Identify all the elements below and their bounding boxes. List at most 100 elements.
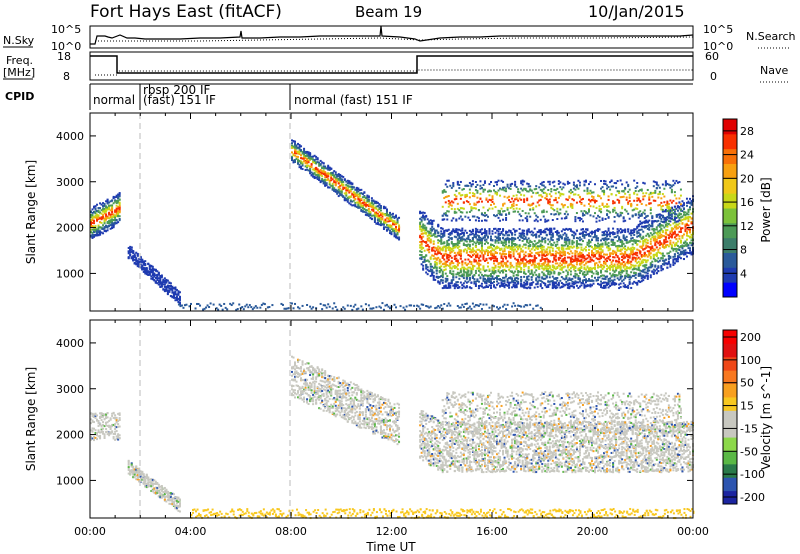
radar-cell: [489, 252, 492, 255]
radar-cell: [301, 157, 304, 160]
radar-cell: [625, 253, 628, 256]
radar-cell: [553, 265, 556, 268]
radar-cell: [435, 257, 438, 260]
radar-cell: [532, 243, 535, 246]
radar-cell: [684, 230, 687, 233]
radar-cell: [631, 274, 634, 277]
radar-cell: [449, 237, 452, 240]
freq-panel: [89, 51, 694, 81]
radar-cell: [657, 257, 660, 260]
radar-cell: [563, 250, 566, 253]
radar-cell: [476, 254, 479, 257]
radar-cell: [521, 257, 524, 260]
radar-cell: [441, 273, 444, 276]
radar-cell: [533, 227, 536, 230]
radar-cell: [658, 223, 661, 226]
radar-cell: [118, 215, 121, 218]
radar-cell: [339, 190, 342, 193]
radar-cell: [514, 281, 517, 284]
radar-cell: [621, 230, 624, 233]
radar-cell: [520, 247, 523, 250]
radar-cell: [551, 232, 554, 235]
radar-cell: [556, 231, 559, 234]
nave-series: [95, 69, 693, 76]
radar-cell: [364, 203, 367, 206]
radar-cell: [497, 230, 500, 233]
radar-cell: [390, 219, 393, 222]
radar-cell: [500, 269, 503, 272]
radar-cell: [658, 232, 661, 235]
radar-cell: [610, 243, 613, 246]
radar-cell: [615, 274, 618, 277]
radar-cell: [634, 271, 637, 274]
radar-cell: [669, 216, 672, 219]
radar-cell: [485, 249, 488, 252]
radar-cell: [550, 268, 553, 271]
radar-cell: [340, 184, 343, 187]
radar-cell: [502, 282, 505, 285]
radar-cell: [625, 241, 628, 244]
radar-cell: [334, 171, 337, 174]
radar-cell: [339, 184, 342, 187]
radar-cell: [685, 238, 688, 241]
radar-cell: [566, 228, 569, 231]
radar-cell: [473, 280, 476, 283]
radar-cell: [171, 285, 174, 288]
radar-cell: [554, 250, 557, 253]
radar-cell: [639, 251, 642, 254]
radar-cell: [634, 228, 637, 231]
radar-cell: [106, 208, 109, 211]
radar-cell: [572, 245, 575, 248]
radar-cell: [419, 253, 422, 256]
radar-cell: [139, 258, 142, 261]
radar-cell: [571, 280, 574, 283]
radar-cell: [502, 280, 505, 283]
radar-cell: [672, 208, 675, 211]
radar-cell: [437, 275, 440, 278]
radar-cell: [357, 204, 360, 207]
radar-cell: [447, 264, 450, 267]
radar-cell: [627, 284, 630, 287]
radar-cell: [557, 231, 560, 234]
radar-cell: [603, 277, 606, 280]
radar-cell: [586, 271, 589, 274]
radar-cell: [592, 231, 595, 234]
radar-cell: [497, 268, 500, 271]
radar-cell: [491, 249, 494, 252]
radar-cell: [571, 241, 574, 244]
radar-cell: [112, 195, 115, 198]
radar-cell: [398, 230, 401, 233]
radar-cell: [462, 266, 465, 269]
radar-cell: [461, 266, 464, 269]
radar-cell: [441, 242, 444, 245]
radar-cell: [557, 237, 560, 240]
radar-cell: [583, 267, 586, 270]
radar-cell: [138, 262, 141, 265]
radar-cell: [592, 236, 595, 239]
radar-cell: [366, 212, 369, 215]
radar-cell: [327, 175, 330, 178]
radar-cell: [673, 262, 676, 265]
radar-cell: [619, 248, 622, 251]
radar-cell: [640, 260, 643, 263]
radar-cell: [547, 270, 550, 273]
radar-cell: [467, 243, 470, 246]
radar-cell: [575, 229, 578, 232]
radar-cell: [687, 200, 690, 203]
radar-cell: [422, 247, 425, 250]
radar-cell: [426, 234, 429, 237]
radar-cell: [541, 236, 544, 239]
radar-cell: [321, 166, 324, 169]
radar-cell: [547, 271, 550, 274]
radar-cell: [535, 245, 538, 248]
radar-cell: [456, 259, 459, 262]
radar-cell: [652, 227, 655, 230]
radar-cell: [419, 223, 422, 226]
radar-cell: [612, 243, 615, 246]
radar-cell: [307, 151, 310, 154]
radar-cell: [373, 201, 376, 204]
radar-cell: [91, 208, 94, 211]
radar-cell: [423, 218, 426, 221]
radar-cell: [679, 227, 682, 230]
radar-cell: [609, 231, 612, 234]
